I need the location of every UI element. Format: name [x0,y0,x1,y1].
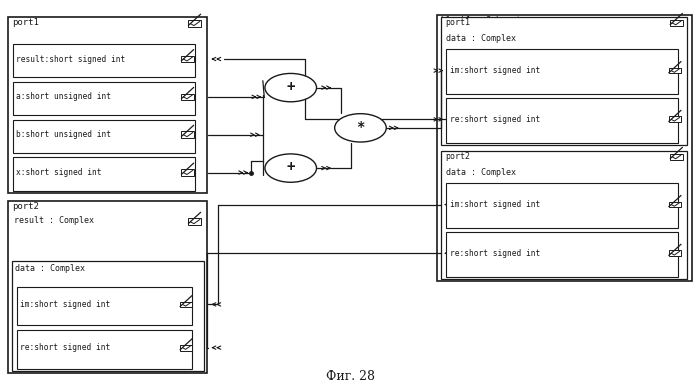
Text: port1: port1 [445,18,470,27]
Text: im:short signed int: im:short signed int [449,66,540,75]
Bar [669,68,680,73]
Bar [446,49,678,94]
Bar [669,251,680,256]
Bar [438,15,692,281]
Bar [13,157,195,191]
Text: re:short signed int: re:short signed int [449,249,540,258]
Bar [8,201,207,373]
Text: im:short signed int: im:short signed int [449,200,540,209]
Bar [181,132,194,138]
Text: re:short signed int: re:short signed int [20,343,110,352]
Bar [181,56,194,62]
Bar [181,345,192,350]
Bar [441,17,687,145]
Bar [181,93,194,100]
Text: +: + [286,80,295,94]
Text: b:short unsigned int: b:short unsigned int [16,130,111,139]
Text: data : Complex: data : Complex [15,264,85,273]
Bar [13,120,195,153]
Text: *: * [356,120,365,134]
Text: result:short signed int: result:short signed int [16,54,125,64]
Bar [669,201,680,207]
Text: data : Complex: data : Complex [446,168,516,177]
Text: port2: port2 [445,152,470,161]
Text: a:short unsigned int: a:short unsigned int [16,92,111,102]
Text: port1: port1 [13,18,39,27]
Bar [188,20,201,27]
Circle shape [265,73,316,102]
Bar [13,44,195,77]
Circle shape [335,113,386,142]
Bar [181,169,194,176]
Text: x:short signed int: x:short signed int [16,168,102,177]
Bar [446,232,678,277]
Bar [670,154,682,160]
Bar [8,17,207,193]
Text: im:short signed int: im:short signed int [20,300,110,309]
Text: +: + [286,160,295,174]
Bar [188,218,201,225]
Bar [446,183,678,228]
Text: re:short signed int: re:short signed int [449,115,540,124]
Text: port2: port2 [13,202,39,211]
Bar [12,261,204,371]
Text: result : Complex: result : Complex [14,216,94,225]
Text: block1 : Subsystem: block1 : Subsystem [441,16,531,25]
Bar [446,98,678,143]
Circle shape [265,154,316,182]
Bar [441,151,687,279]
Bar [669,117,680,122]
Text: data : Complex: data : Complex [446,34,516,43]
Bar [181,301,192,307]
Bar [17,286,192,325]
Bar [17,330,192,369]
Bar [13,82,195,115]
Text: Фиг. 28: Фиг. 28 [326,370,374,383]
Bar [670,20,682,26]
